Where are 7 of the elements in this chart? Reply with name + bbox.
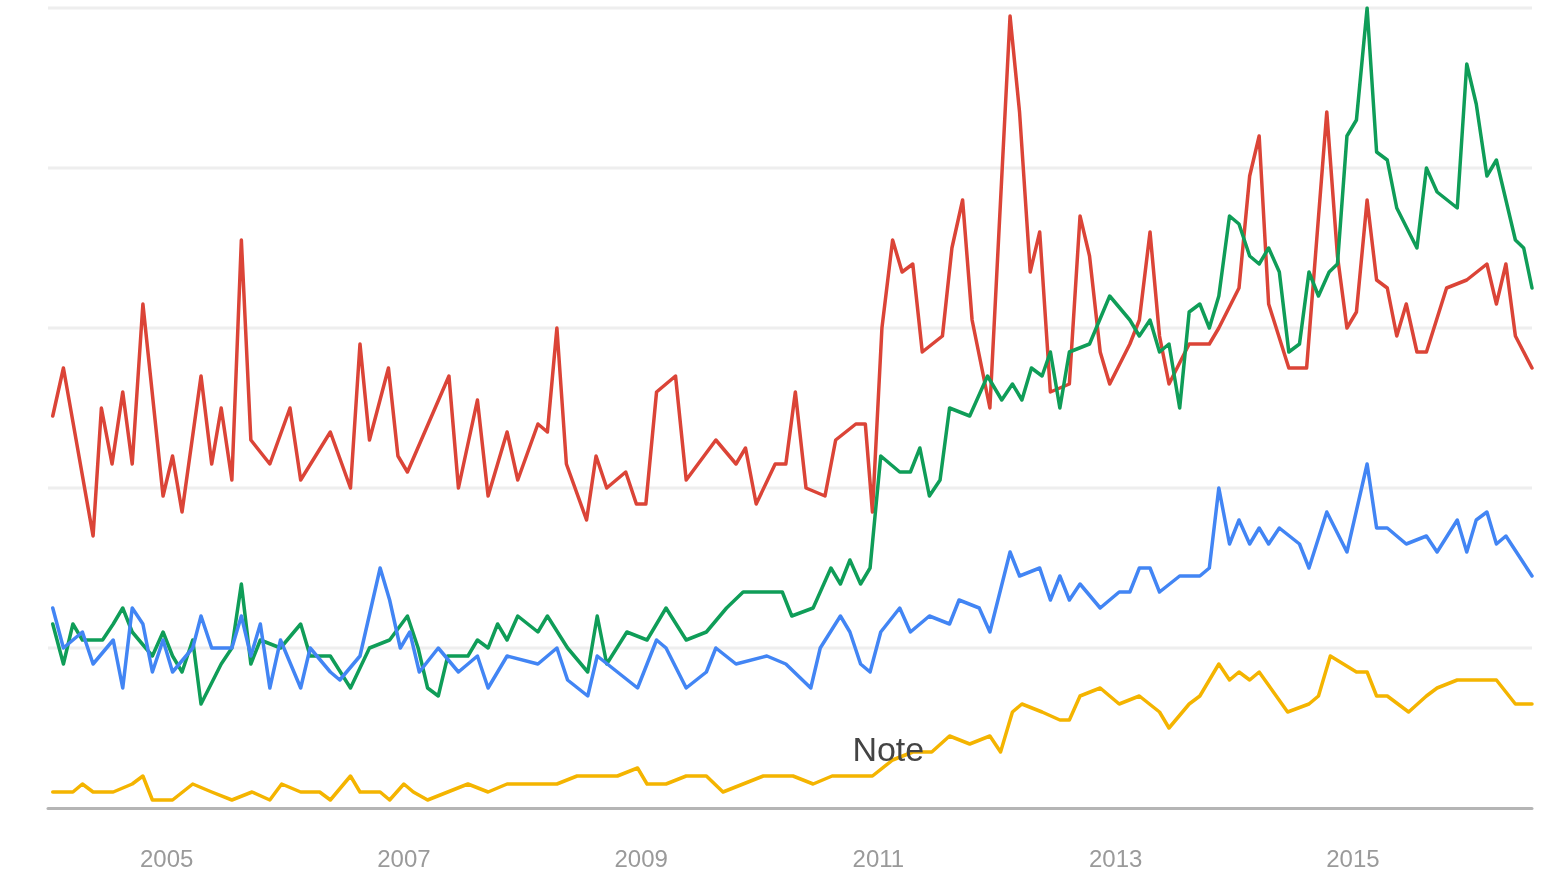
x-tick-label: 2011	[852, 844, 905, 872]
x-tick-label: 2015	[1326, 844, 1380, 872]
annotation: Note	[852, 730, 925, 768]
x-tick-label: 2009	[614, 844, 668, 872]
x-tick-label: 2005	[139, 844, 194, 872]
x-tick-label: 2013	[1088, 844, 1143, 872]
x-tick-label: 2007	[377, 844, 431, 872]
